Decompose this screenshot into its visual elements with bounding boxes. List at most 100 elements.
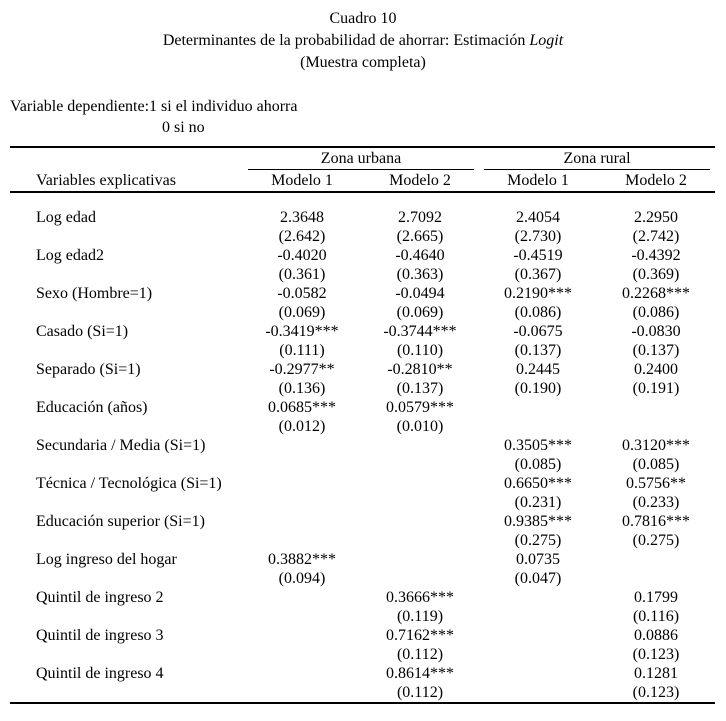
standard-error-value: (0.112) [396,684,444,701]
group-header-rural-label: Zona rural [484,148,711,170]
standard-error-row: (0.275) (0.275) [10,531,715,550]
table-title: Determinantes de la probabilidad de ahor… [10,30,716,52]
coefficient-row: Quintil de ingreso 3 0.7162*** 0.0886 [10,626,715,645]
variable-label-spacer [10,455,243,474]
variable-label-spacer [10,265,243,284]
coefficient-value [479,588,597,607]
coefficient-value: 0.0685*** [268,399,336,416]
coefficient-row: Quintil de ingreso 4 0.8614*** 0.1281 [10,664,715,683]
coefficient-row: Log edad2 -0.4020 -0.4640 -0.4519 -0.4392 [10,246,715,265]
variable-label: Técnica / Tecnológica (Si=1) [36,475,222,492]
table-title-text: Determinantes de la probabilidad de ahor… [162,32,530,49]
variable-label: Quintil de ingreso 3 [36,627,164,644]
coefficient-value: 2.7092 [398,209,442,226]
variable-label: Casado (Si=1) [36,323,129,340]
coefficient-row: Separado (Si=1) -0.2977** -0.2810** 0.2445 0… [10,360,715,379]
coefficient-value: -0.3744*** [383,323,457,340]
coefficient-value [479,626,597,645]
coefficient-value: -0.2977** [269,361,335,378]
stub-header: Variables explicativas [10,170,243,193]
variable-label: Quintil de ingreso 2 [36,589,164,606]
standard-error-value [243,607,361,626]
coefficient-value: 0.6650*** [504,475,572,492]
standard-error-value [597,569,715,588]
standard-error-value [597,417,715,436]
standard-error-value: (0.112) [396,646,444,663]
coefficient-value: 0.3120*** [622,437,690,454]
dependent-variable-line1: Variable dependiente:1 si el individuo a… [10,96,716,117]
coefficient-row: Técnica / Tecnológica (Si=1) 0.6650*** 0.5… [10,474,715,493]
coefficient-value [243,664,361,683]
coefficient-row: Sexo (Hombre=1) -0.0582 -0.0494 0.2190*** 0.… [10,284,715,303]
coefficient-value: 0.7162*** [386,627,454,644]
coefficient-value: -0.4640 [395,247,445,264]
coefficient-value: 0.1799 [634,589,678,606]
standard-error-value: (0.123) [632,684,680,701]
variable-label: Educación (años) [36,399,148,416]
table-subtitle: (Muestra completa) [300,54,426,71]
coefficient-value [243,436,361,455]
standard-error-value: (0.094) [278,570,326,587]
coefficient-row: Quintil de ingreso 2 0.3666*** 0.1799 [10,588,715,607]
coefficient-value [597,550,715,569]
variable-label: Secundaria / Media (Si=1) [36,437,206,454]
standard-error-value: (0.275) [632,532,680,549]
table-body: Log edad 2.3648 2.7092 2.4054 2.2950 (2.642)(… [10,192,715,703]
coefficient-value: -0.4392 [631,247,681,264]
standard-error-row: (0.094) (0.047) [10,569,715,588]
column-header-urban-model1: Modelo 1 [243,170,361,193]
coefficient-value: 2.2950 [634,209,678,226]
standard-error-value: (0.137) [632,342,680,359]
standard-error-value: (0.137) [396,380,444,397]
standard-error-value: (0.012) [278,418,326,435]
standard-error-value: (0.085) [632,456,680,473]
coefficient-value [243,474,361,493]
coefficient-value: -0.3419*** [265,323,339,340]
standard-error-value [361,569,479,588]
column-header-rural-model2: Modelo 2 [597,170,716,193]
coefficient-value: 0.7816*** [622,513,690,530]
coefficient-value [361,436,479,455]
coefficient-value: 2.4054 [516,209,560,226]
coefficient-value [479,398,597,417]
standard-error-row: (0.069) (0.069) (0.086) (0.086) [10,303,715,322]
coefficient-value: 0.9385*** [504,513,572,530]
dependent-variable-line2: 0 si no [162,119,205,136]
coefficient-value: -0.4519 [513,247,563,264]
table-number: Cuadro 10 [329,10,397,27]
standard-error-value [479,417,597,436]
standard-error-value: (2.730) [514,228,562,245]
standard-error-value [243,455,361,474]
standard-error-value: (0.010) [396,418,444,435]
column-header-row: Variables explicativas Modelo 1 Modelo 2… [10,170,716,193]
standard-error-value [361,531,479,550]
coefficient-value: 0.0886 [634,627,678,644]
standard-error-value [479,683,597,703]
standard-error-value [479,607,597,626]
dependent-variable-label: Variable dependiente: [10,98,150,115]
standard-error-row: (0.085) (0.085) [10,455,715,474]
standard-error-value: (0.085) [514,456,562,473]
coefficient-value: 0.8614*** [386,665,454,682]
variable-label-spacer [10,493,243,512]
standard-error-row: (0.111) (0.110) (0.137) (0.137) [10,341,715,360]
standard-error-row: (0.231) (0.233) [10,493,715,512]
coefficient-row: Log ingreso del hogar 0.3882*** 0.0735 [10,550,715,569]
column-header-rural-model1: Modelo 1 [479,170,597,193]
variable-label: Log edad2 [36,247,104,264]
group-header-rural: Zona rural [479,147,715,170]
column-header-urban-model2: Modelo 2 [361,170,479,193]
coefficient-value: -0.2810** [387,361,453,378]
coefficient-value [243,626,361,645]
standard-error-row: (0.119) (0.116) [10,607,715,626]
coefficient-row: Casado (Si=1) -0.3419*** -0.3744*** -0.0675… [10,322,715,341]
variable-label: Log edad [36,209,96,226]
table-title-block: Cuadro 10 Determinantes de la probabilid… [10,8,716,74]
group-header-row: Zona urbana Zona rural [10,147,715,170]
standard-error-value: (0.069) [278,304,326,321]
variable-label-spacer [10,569,243,588]
group-header-urban-label: Zona urbana [248,148,474,170]
standard-error-value [243,493,361,512]
coefficient-value [361,474,479,493]
